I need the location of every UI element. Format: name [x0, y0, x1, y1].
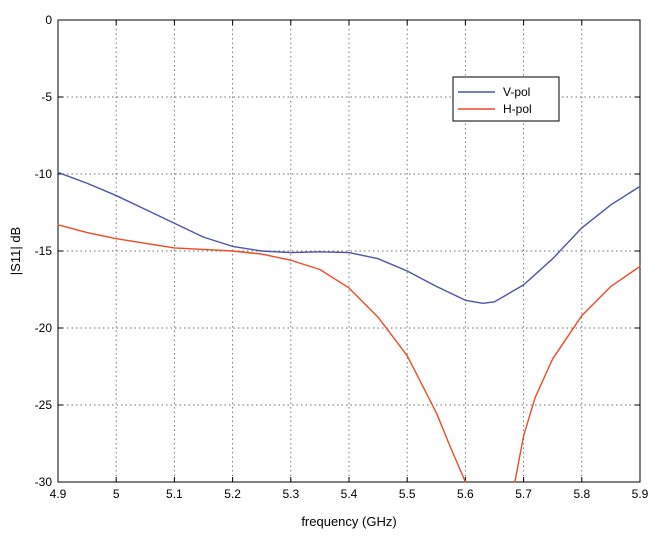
x-tick-label: 5.9: [632, 487, 649, 501]
legend-label-h-pol: H-pol: [503, 102, 532, 116]
y-tick-label: -5: [41, 90, 52, 104]
y-tick-label: -25: [35, 398, 53, 412]
legend: V-pol H-pol: [452, 76, 560, 122]
y-tick-label: -10: [35, 167, 53, 181]
x-tick-label: 5: [113, 487, 120, 501]
x-tick-label: 4.9: [50, 487, 67, 501]
x-tick-label: 5.3: [282, 487, 299, 501]
series-line-h-pol: [57, 224, 467, 483]
legend-box: [452, 76, 560, 122]
series-lines: [57, 171, 641, 483]
legend-label-v-pol: V-pol: [503, 85, 530, 99]
series-line-v-pol: [57, 171, 641, 305]
x-tick-label: 5.8: [573, 487, 590, 501]
x-tick-label: 5.5: [399, 487, 416, 501]
x-tick-label: 5.4: [341, 487, 358, 501]
x-tick-label: 5.6: [457, 487, 474, 501]
x-tick-label: 5.1: [166, 487, 183, 501]
y-tick-label: -15: [35, 244, 53, 258]
y-tick-label: -20: [35, 321, 53, 335]
axis-ticks: 4.9 5 5.1 5.2 5.3 5.4 5.5 5.6 5.7 5.8 5.9 0 -5 -10 -15…: [35, 13, 649, 501]
x-tick-label: 5.7: [515, 487, 532, 501]
x-axis-label: frequency (GHz): [301, 514, 396, 529]
x-tick-label: 5.2: [224, 487, 241, 501]
series-line-h-pol: [514, 265, 641, 483]
y-tick-label: 0: [45, 13, 52, 27]
y-axis-label: |S11| dB: [8, 227, 23, 275]
y-tick-label: -30: [35, 475, 53, 489]
